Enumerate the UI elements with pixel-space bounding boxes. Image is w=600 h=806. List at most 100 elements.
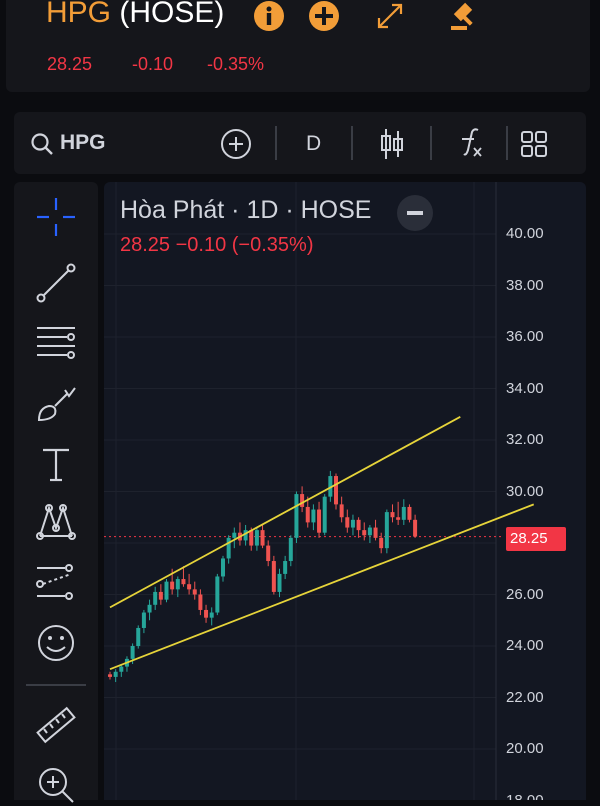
candle-body — [401, 506, 406, 520]
ruler-icon[interactable] — [35, 704, 77, 746]
price-axis-label: 18.00 — [506, 791, 544, 801]
candle-body — [390, 512, 395, 518]
last-price: 28.25 — [47, 54, 93, 74]
candle-body — [147, 604, 152, 613]
candle-body — [215, 576, 220, 613]
candle-body — [181, 579, 186, 585]
candle-body — [305, 506, 310, 523]
crosshair-icon[interactable] — [35, 196, 77, 238]
chart-pane[interactable]: Hòa Phát · 1D · HOSE 28.25 −0.10 (−0.35%… — [104, 182, 586, 800]
symbol-ticker: HPG — [46, 0, 112, 29]
candle-body — [209, 612, 214, 618]
candle-body — [300, 494, 305, 507]
candle-body — [328, 476, 333, 497]
price-axis-label: 40.00 — [506, 225, 544, 242]
candle-body — [254, 530, 259, 546]
candle-body — [322, 496, 327, 533]
drawing-toolbar — [14, 182, 98, 803]
candle-body — [350, 519, 355, 528]
price-change-pct: -0.35% — [207, 54, 265, 74]
pattern-icon[interactable] — [35, 502, 77, 544]
candle-body — [226, 537, 231, 559]
candle-body — [367, 527, 372, 536]
chart-toolbar: HPG D — [14, 112, 586, 174]
candle-body — [249, 530, 254, 546]
current-price-tag: 28.25 — [506, 527, 566, 551]
legend-price: 28.25 −0.10 (−0.35%) — [120, 234, 314, 256]
info-icon[interactable] — [253, 0, 285, 32]
candle-body — [362, 530, 367, 536]
search-icon[interactable] — [30, 132, 54, 156]
emoji-icon[interactable] — [35, 622, 77, 664]
toolbar-separator — [351, 126, 353, 160]
candle-type-icon[interactable] — [378, 127, 406, 161]
forecast-icon[interactable] — [35, 562, 77, 604]
candle-body — [153, 591, 158, 605]
candle-body — [396, 517, 401, 520]
indicators-icon[interactable] — [454, 126, 484, 160]
candle-body — [384, 512, 389, 549]
toolbar-separator — [275, 126, 277, 160]
price-change: -0.10 — [132, 54, 174, 74]
collapse-legend-button[interactable] — [397, 195, 433, 231]
candle-body — [175, 579, 180, 590]
candle-body — [294, 494, 299, 538]
interval-button[interactable]: D — [306, 132, 322, 155]
candle-body — [113, 671, 118, 677]
channel-line — [109, 503, 535, 671]
candle-body — [158, 591, 163, 600]
price-chart[interactable] — [104, 182, 586, 800]
price-axis-label: 22.00 — [506, 688, 544, 706]
candle-body — [413, 519, 418, 537]
tool-divider — [26, 684, 86, 686]
candle-body — [221, 558, 225, 577]
toolbar-separator — [506, 126, 508, 160]
layout-icon[interactable] — [520, 130, 548, 158]
candle-body — [260, 530, 265, 546]
candle-body — [266, 545, 271, 562]
toolbar-separator — [430, 126, 432, 160]
candle-body — [271, 561, 276, 592]
symbol-header: HPG (HOSE) 28.25 -0.10 -0.35% — [6, 0, 590, 92]
candle-body — [232, 532, 237, 538]
candle-body — [119, 666, 124, 672]
price-axis-label: 34.00 — [506, 379, 544, 397]
add-symbol-icon[interactable] — [220, 128, 252, 160]
text-icon[interactable] — [35, 444, 77, 486]
trend-line-icon[interactable] — [35, 262, 77, 304]
symbol-search-input[interactable]: HPG — [60, 131, 106, 154]
candle-body — [356, 519, 361, 531]
price-axis-label: 24.00 — [506, 637, 544, 654]
symbol-exchange: (HOSE) — [119, 0, 225, 29]
candle-body — [187, 584, 192, 590]
price-axis-label: 36.00 — [506, 328, 544, 345]
candle-body — [198, 594, 203, 610]
price-axis-label: 20.00 — [506, 740, 544, 757]
candle-body — [379, 537, 384, 549]
candle-body — [164, 581, 169, 600]
add-icon[interactable] — [308, 0, 340, 32]
candle-body — [317, 509, 322, 533]
symbol-title[interactable]: HPG (HOSE) — [46, 0, 224, 30]
price-axis-label: 26.00 — [506, 585, 544, 603]
candle-body — [204, 609, 209, 618]
minus-icon — [407, 211, 423, 215]
candle-body — [141, 612, 146, 628]
candle-body — [243, 530, 248, 541]
candle-body — [407, 506, 412, 520]
candle-body — [277, 573, 282, 592]
brush-icon[interactable] — [35, 384, 77, 426]
auction-icon[interactable] — [448, 0, 480, 32]
price-axis-label: 38.00 — [506, 276, 544, 294]
fullscreen-icon[interactable] — [374, 0, 406, 32]
price-axis-label: 30.00 — [506, 482, 544, 500]
channel-line — [109, 416, 461, 609]
zoom-in-icon[interactable] — [35, 764, 77, 806]
candle-body — [311, 509, 316, 523]
candle-body — [334, 476, 338, 505]
candle-body — [136, 627, 141, 646]
candle-body — [373, 527, 378, 538]
candle-body — [345, 517, 350, 528]
candle-body — [108, 674, 112, 677]
horizontal-lines-icon[interactable] — [35, 322, 77, 364]
